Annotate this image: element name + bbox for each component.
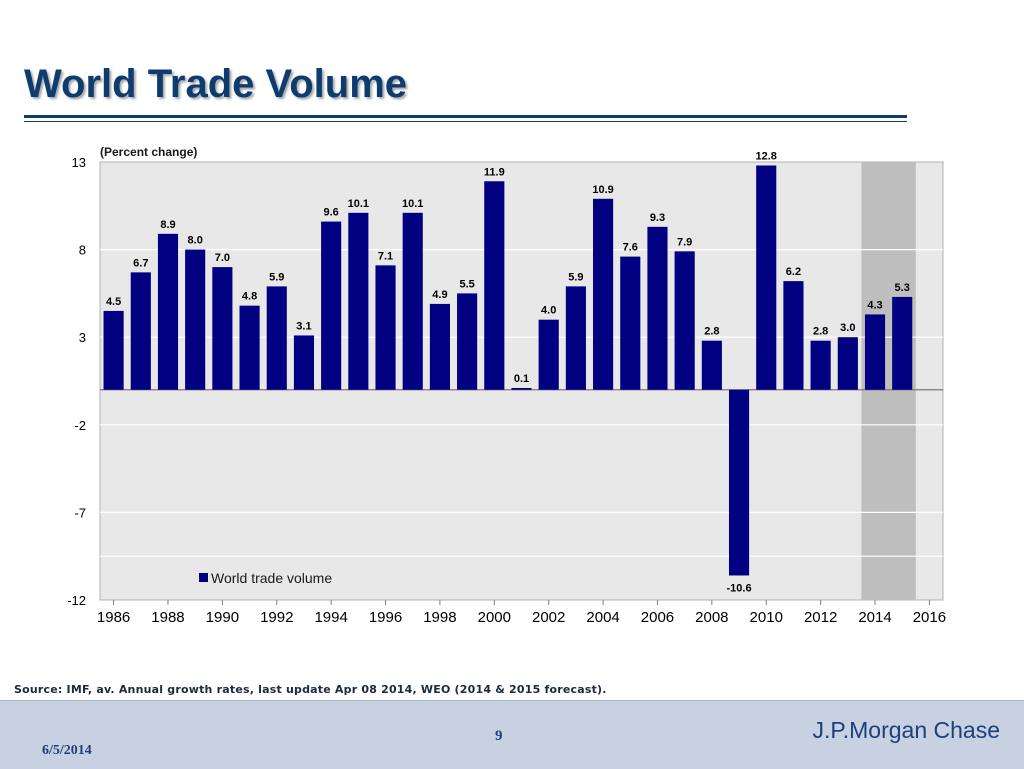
bar bbox=[728, 389, 750, 576]
data-label: 10.9 bbox=[592, 184, 613, 196]
y-tick-label: -2 bbox=[74, 418, 86, 433]
bar bbox=[538, 319, 559, 390]
data-label: 9.3 bbox=[650, 212, 665, 224]
bar bbox=[321, 221, 342, 390]
y-tick-label: 13 bbox=[72, 155, 86, 170]
bar bbox=[239, 305, 260, 390]
chart-annotation: (Percent change) bbox=[100, 145, 197, 159]
data-label: 5.9 bbox=[269, 271, 284, 283]
data-label: 7.1 bbox=[378, 250, 393, 262]
data-label: 5.5 bbox=[459, 278, 474, 290]
bar bbox=[402, 212, 423, 390]
data-label: 3.0 bbox=[840, 322, 855, 334]
title-underline-thin bbox=[24, 121, 907, 122]
data-label: 4.5 bbox=[106, 296, 121, 308]
y-tick-label: 3 bbox=[79, 330, 86, 345]
bar bbox=[511, 388, 532, 390]
bar bbox=[674, 251, 695, 390]
data-label: 7.9 bbox=[677, 236, 692, 248]
bar bbox=[457, 293, 478, 390]
data-label: 5.9 bbox=[568, 271, 583, 283]
legend-swatch bbox=[199, 573, 208, 582]
bar bbox=[375, 265, 396, 390]
x-tick-label: 1998 bbox=[423, 609, 456, 626]
x-tick-label: 2008 bbox=[695, 609, 728, 626]
data-label: 4.8 bbox=[242, 291, 257, 303]
bar bbox=[103, 310, 124, 390]
y-tick-label: 8 bbox=[79, 243, 86, 258]
bar bbox=[647, 226, 668, 390]
slide-footer: 6/5/2014 9 J.P.Morgan Chase bbox=[0, 700, 1024, 769]
x-tick-label: 2016 bbox=[913, 609, 946, 626]
x-tick-label: 1990 bbox=[206, 609, 239, 626]
data-label: 7.6 bbox=[623, 242, 638, 254]
x-tick-label: 1996 bbox=[369, 609, 402, 626]
bar bbox=[837, 337, 858, 390]
bar bbox=[783, 281, 804, 390]
y-tick-label: -12 bbox=[67, 593, 86, 608]
data-label: 5.3 bbox=[895, 282, 910, 294]
x-tick-label: 2002 bbox=[532, 609, 565, 626]
bar bbox=[810, 340, 831, 390]
data-label: 11.9 bbox=[484, 166, 505, 178]
x-tick-label: 1988 bbox=[151, 609, 184, 626]
x-tick-label: 2014 bbox=[858, 609, 891, 626]
data-label: 8.0 bbox=[188, 235, 203, 247]
bar bbox=[756, 165, 777, 390]
page-number: 9 bbox=[495, 728, 503, 744]
data-label: 6.2 bbox=[786, 266, 801, 278]
data-label: 4.0 bbox=[541, 305, 556, 317]
bar bbox=[593, 198, 614, 390]
bar bbox=[620, 256, 641, 390]
bar bbox=[130, 272, 151, 390]
world-trade-volume-chart: 13 8 3 -2 -7 -12 4.5 6.7 8.9 8.0 7.0 4.8 5.9 3.1 9.6 10… bbox=[67, 145, 946, 626]
bar bbox=[864, 314, 886, 390]
x-tick-label: 2000 bbox=[478, 609, 511, 626]
x-tick-label: 1994 bbox=[314, 609, 347, 626]
bar bbox=[348, 212, 369, 390]
bar bbox=[892, 296, 913, 390]
data-label: 6.7 bbox=[133, 257, 148, 269]
y-tick-label: -7 bbox=[74, 505, 86, 520]
data-label: 10.1 bbox=[402, 198, 423, 210]
brand-logo-text: J.P.Morgan Chase bbox=[812, 717, 1000, 743]
bar bbox=[293, 335, 315, 390]
x-tick-label: 2010 bbox=[750, 609, 783, 626]
x-tick-label: 1992 bbox=[260, 609, 293, 626]
bar bbox=[565, 286, 586, 390]
data-label: 8.9 bbox=[160, 219, 175, 231]
x-tick-label: 1986 bbox=[97, 609, 130, 626]
data-label: 2.8 bbox=[813, 326, 828, 338]
data-label: 2.8 bbox=[704, 326, 719, 338]
source-note: Source: IMF, av. Annual growth rates, la… bbox=[14, 683, 607, 696]
legend-label: World trade volume bbox=[211, 570, 332, 586]
bar bbox=[429, 303, 450, 390]
data-label: -10.6 bbox=[727, 582, 752, 594]
bar bbox=[185, 249, 206, 390]
footer-date: 6/5/2014 bbox=[42, 743, 92, 758]
data-label: 4.9 bbox=[432, 289, 447, 301]
x-tick-label: 2004 bbox=[586, 609, 619, 626]
data-label: 4.3 bbox=[867, 299, 882, 311]
bar bbox=[157, 233, 179, 390]
data-label: 12.8 bbox=[756, 151, 777, 163]
bar bbox=[266, 286, 287, 390]
x-tick-label: 2012 bbox=[804, 609, 837, 626]
data-label: 7.0 bbox=[215, 252, 230, 264]
title-underline bbox=[24, 115, 907, 118]
x-tick-label: 2006 bbox=[641, 609, 674, 626]
data-label: 9.6 bbox=[323, 207, 338, 219]
data-label: 10.1 bbox=[348, 198, 369, 210]
bar bbox=[212, 267, 233, 390]
slide-title: World Trade Volume bbox=[24, 62, 408, 106]
data-label: 3.1 bbox=[296, 320, 311, 332]
data-label: 0.1 bbox=[514, 373, 529, 385]
bar bbox=[484, 181, 505, 390]
bar bbox=[701, 340, 722, 390]
